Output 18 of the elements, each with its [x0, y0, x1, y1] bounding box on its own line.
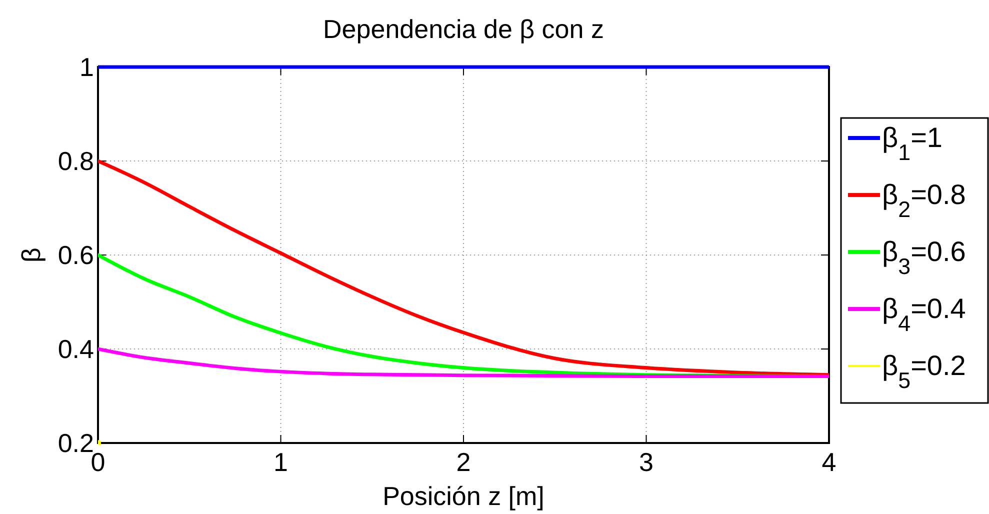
y-tick-label: 0.6 [58, 240, 94, 270]
x-tick-label: 1 [274, 447, 288, 477]
line-series [98, 347, 829, 378]
legend-label: β$_{1}$=1 [882, 122, 942, 164]
y-tick-label: 0.8 [58, 146, 94, 176]
x-tick-label: 3 [639, 447, 654, 477]
chart-title: Dependencia de β con z [323, 14, 604, 44]
y-axis-title: β [16, 248, 46, 262]
legend-label: β$_{4}$=0.4 [882, 293, 966, 336]
y-tick-label: 1 [80, 52, 94, 82]
y-tick-label: 0.4 [58, 334, 94, 364]
legend-label: β$_{5}$=0.2 [882, 350, 966, 392]
line-series [98, 159, 829, 377]
x-tick-label: 4 [822, 447, 836, 477]
x-tick-label: 2 [456, 447, 471, 477]
legend-label: β$_{2}$=0.8 [882, 179, 966, 222]
legend-label: β$_{3}$=0.6 [882, 236, 966, 278]
x-axis-title: Posición z [m] [382, 481, 544, 511]
